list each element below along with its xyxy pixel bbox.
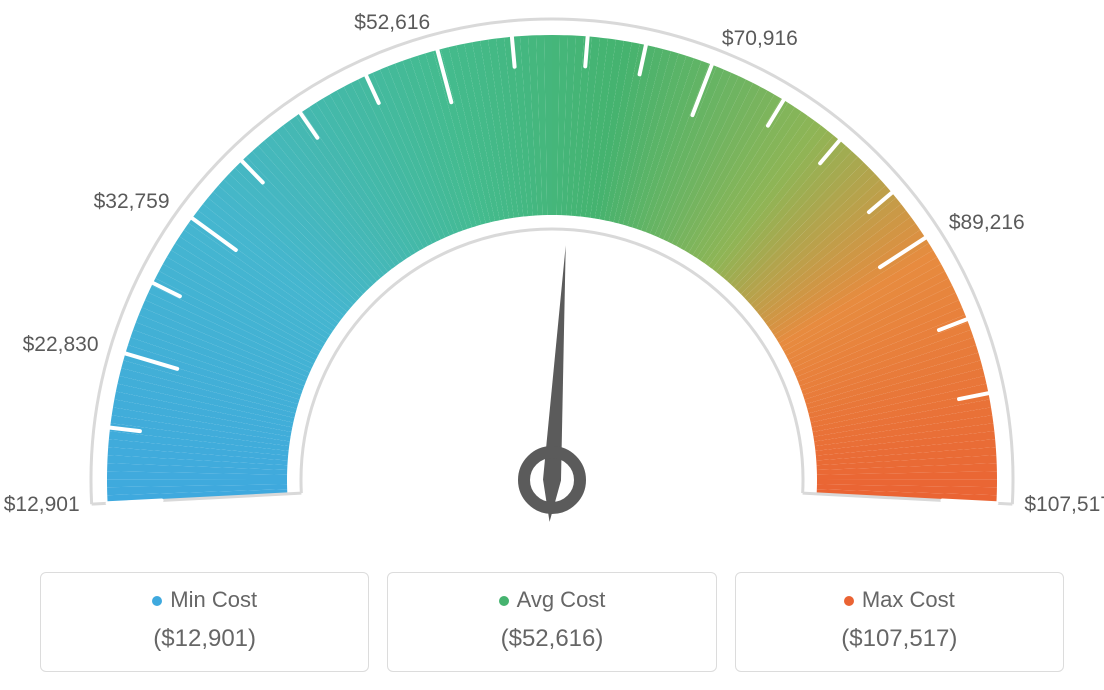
- gauge-svg: [0, 0, 1104, 560]
- gauge-tick-label: $52,616: [354, 11, 430, 35]
- legend-value: ($12,901): [51, 625, 358, 653]
- gauge-tick-label: $89,216: [949, 211, 1025, 235]
- legend-value: ($52,616): [398, 625, 705, 653]
- legend-title-text: Avg Cost: [517, 587, 606, 612]
- gauge-tick-label: $107,517: [1024, 493, 1104, 517]
- legend-title: Max Cost: [746, 587, 1053, 613]
- gauge-tick-label: $70,916: [722, 27, 798, 51]
- legend-title: Min Cost: [51, 587, 358, 613]
- legend-dot-icon: [152, 596, 162, 606]
- legend-card-min: Min Cost ($12,901): [40, 572, 369, 672]
- legend-dot-icon: [844, 596, 854, 606]
- legend-title-text: Max Cost: [862, 587, 955, 612]
- legend: Min Cost ($12,901) Avg Cost ($52,616) Max Co…: [0, 572, 1104, 672]
- legend-card-avg: Avg Cost ($52,616): [387, 572, 716, 672]
- gauge-tick-label: $32,759: [94, 190, 170, 214]
- legend-dot-icon: [499, 596, 509, 606]
- legend-value: ($107,517): [746, 625, 1053, 653]
- gauge-tick-label: $22,830: [23, 333, 99, 357]
- gauge-chart: $12,901 $22,830 $32,759 $52,616 $70,916 $89,2…: [0, 0, 1104, 560]
- gauge-tick-label: $12,901: [4, 493, 80, 517]
- legend-title-text: Min Cost: [170, 587, 257, 612]
- legend-title: Avg Cost: [398, 587, 705, 613]
- legend-card-max: Max Cost ($107,517): [735, 572, 1064, 672]
